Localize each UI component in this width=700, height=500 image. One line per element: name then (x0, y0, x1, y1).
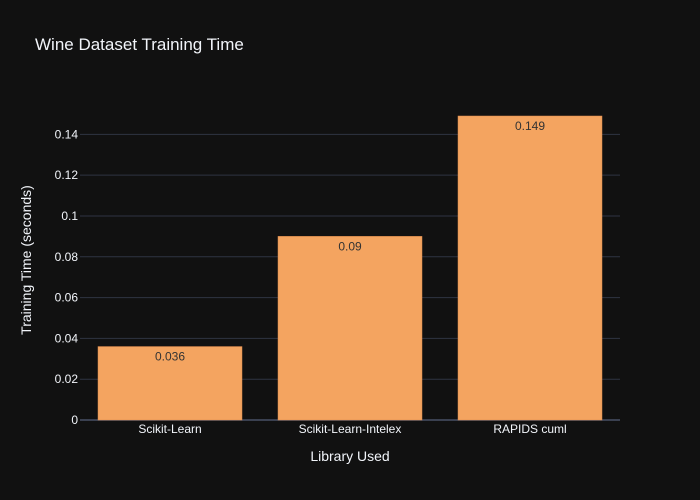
y-tick-label: 0.02 (55, 372, 79, 386)
x-tick-label: RAPIDS cuml (493, 422, 566, 436)
y-axis-label: Training Time (seconds) (18, 185, 34, 335)
y-tick-label: 0.12 (55, 168, 79, 182)
y-tick-label: 0.04 (55, 331, 79, 345)
x-axis-label: Library Used (310, 448, 389, 464)
y-tick-label: 0.14 (55, 127, 79, 141)
y-tick-label: 0.08 (55, 250, 79, 264)
chart-title: Wine Dataset Training Time (35, 35, 244, 54)
x-axis-ticks: Scikit-Learn Scikit-Learn-Intelex RAPIDS c… (138, 422, 566, 436)
y-tick-label: 0 (71, 413, 78, 427)
bar-data-label: 0.09 (338, 239, 362, 253)
x-tick-label: Scikit-Learn-Intelex (299, 422, 402, 436)
bar (97, 346, 243, 421)
y-tick-label: 0.1 (61, 209, 78, 223)
y-tick-label: 0.06 (55, 291, 79, 305)
bar (457, 115, 603, 421)
bar-data-label: 0.149 (515, 119, 545, 133)
x-tick-label: Scikit-Learn (138, 422, 201, 436)
bar-data-label: 0.036 (155, 350, 185, 364)
bars: 0.036 0.09 0.149 (97, 115, 603, 421)
y-axis-ticks: 0 0.02 0.04 0.06 0.08 0.1 0.12 0.14 (55, 127, 79, 427)
bar (277, 236, 423, 421)
